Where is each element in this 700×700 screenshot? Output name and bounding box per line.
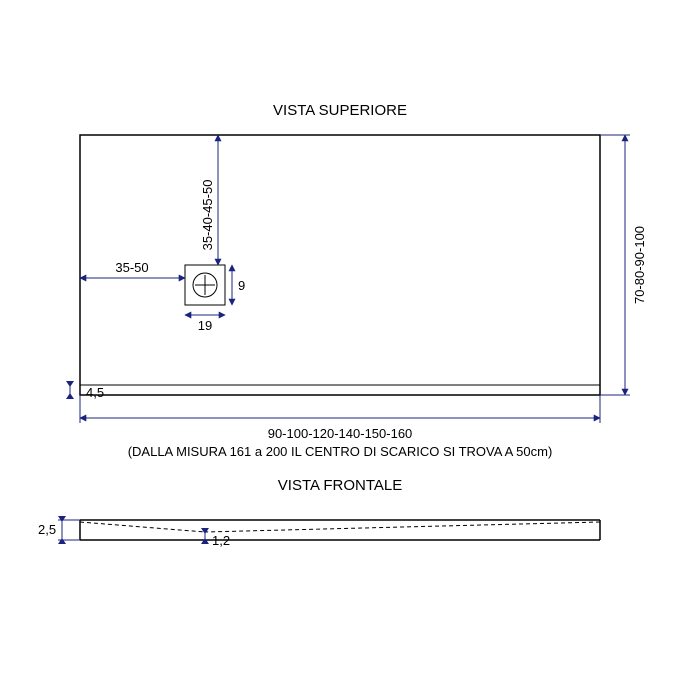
- dim-drain-x-label: 35-50: [115, 260, 148, 275]
- top-view-outline: [80, 135, 600, 395]
- dim-drain-depth-label: 1,2: [212, 533, 230, 548]
- front-view-title: VISTA FRONTALE: [278, 477, 402, 494]
- dim-height-label: 70-80-90-100: [632, 226, 647, 304]
- top-view-note: (DALLA MISURA 161 a 200 IL CENTRO DI SCA…: [128, 444, 553, 459]
- front-slope-right: [205, 522, 600, 532]
- dim-drain-w-label: 19: [198, 318, 212, 333]
- dim-drain-y-label: 35-40-45-50: [200, 180, 215, 251]
- dim-front-h-label: 2,5: [38, 522, 56, 537]
- dim-lip-label: 4,5: [86, 385, 104, 400]
- top-view-title: VISTA SUPERIORE: [273, 102, 407, 119]
- technical-drawing: VISTA SUPERIORE 35-50 35-40-45-50 9 19 4…: [0, 0, 700, 700]
- dim-width-label: 90-100-120-140-150-160: [268, 426, 413, 441]
- front-slope-left: [80, 522, 205, 532]
- dim-drain-h-label: 9: [238, 278, 245, 293]
